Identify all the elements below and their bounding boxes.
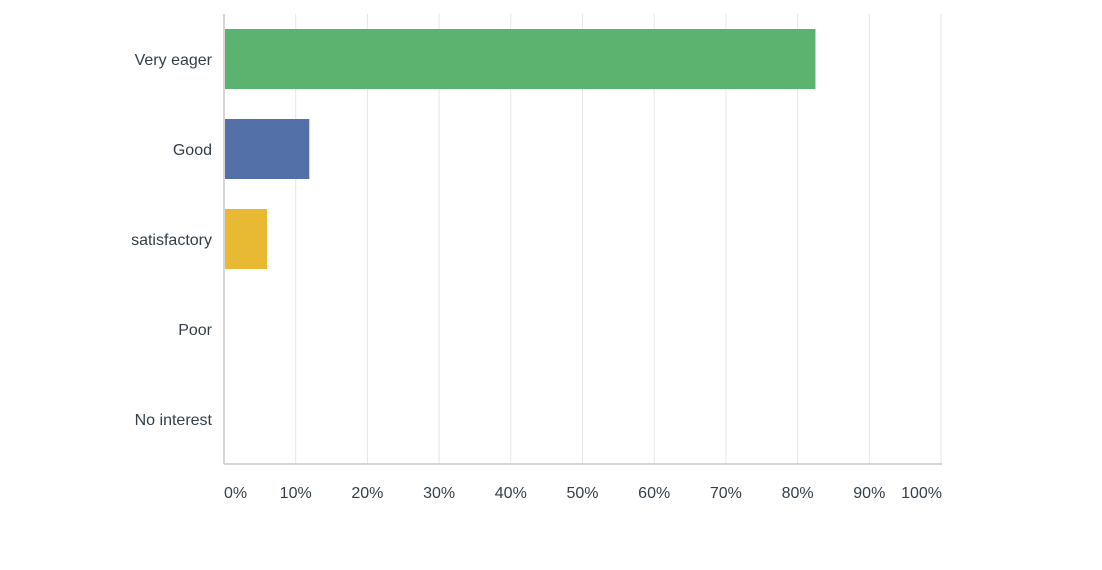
bar-satisfactory[interactable] bbox=[225, 209, 268, 269]
x-tick-label-10: 10% bbox=[280, 485, 312, 502]
bars bbox=[225, 29, 816, 269]
x-tick-label-80: 80% bbox=[782, 485, 814, 502]
category-labels: Very eager Good satisfactory Poor No interes… bbox=[131, 52, 213, 429]
category-label-very-eager: Very eager bbox=[135, 52, 213, 69]
x-tick-label-60: 60% bbox=[638, 485, 670, 502]
category-label-poor: Poor bbox=[178, 322, 212, 339]
axes bbox=[223, 14, 942, 465]
x-tick-label-90: 90% bbox=[853, 485, 885, 502]
x-tick-label-0: 0% bbox=[224, 485, 247, 502]
x-tick-label-30: 30% bbox=[423, 485, 455, 502]
x-tick-label-40: 40% bbox=[495, 485, 527, 502]
category-label-no-interest: No interest bbox=[135, 412, 213, 429]
x-tick-label-20: 20% bbox=[351, 485, 383, 502]
category-label-good: Good bbox=[173, 142, 212, 159]
x-tick-labels: 0% 10% 20% 30% 40% 50% 60% 70% 80% 90% 100% bbox=[224, 485, 942, 502]
x-tick-label-50: 50% bbox=[566, 485, 598, 502]
x-tick-label-100: 100% bbox=[901, 485, 942, 502]
bar-good[interactable] bbox=[225, 119, 310, 179]
bar-very-eager[interactable] bbox=[225, 29, 816, 89]
category-label-satisfactory: satisfactory bbox=[131, 232, 212, 249]
x-tick-label-70: 70% bbox=[710, 485, 742, 502]
